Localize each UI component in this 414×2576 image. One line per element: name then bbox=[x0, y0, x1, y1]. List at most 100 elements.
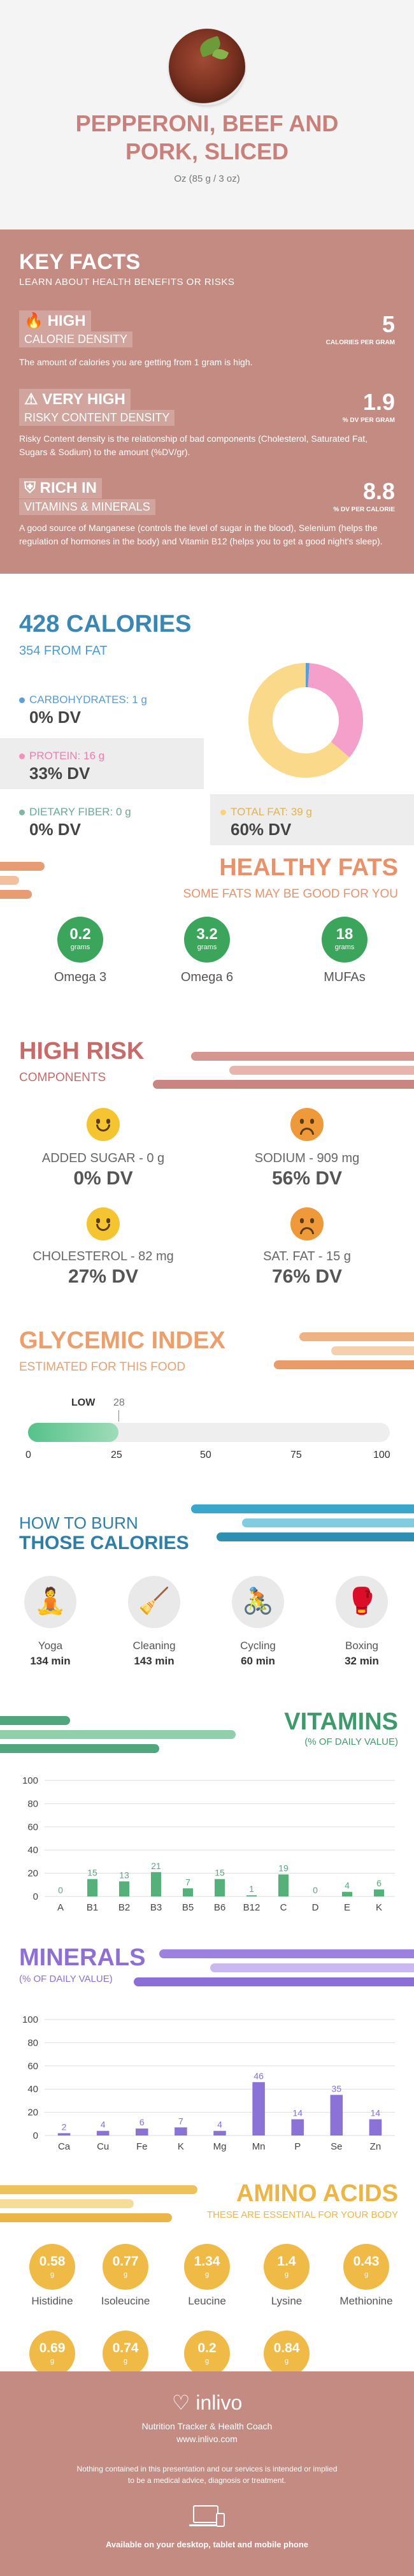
bar-fe bbox=[136, 2128, 148, 2136]
amino-value: 0.84 bbox=[273, 2341, 300, 2355]
gi-tick: 25 bbox=[111, 1450, 122, 1460]
y-tick-label: 60 bbox=[27, 2061, 38, 2072]
risky-content-category: RISKY CONTENT DENSITY bbox=[19, 410, 175, 426]
boxing-label: Boxing bbox=[345, 1640, 378, 1652]
key-facts-section: KEY FACTS LEARN ABOUT HEALTH BENEFITS OR… bbox=[0, 229, 414, 574]
amino-value: 0.74 bbox=[112, 2341, 139, 2355]
sad-face-icon bbox=[290, 1108, 324, 1141]
bar-value-label: 6 bbox=[376, 1878, 382, 1888]
risky-content-unit: % DV PER GRAM bbox=[342, 417, 395, 424]
bar-value-label: 46 bbox=[253, 2070, 264, 2081]
y-tick-label: 0 bbox=[33, 1891, 38, 1902]
decor-stripe bbox=[0, 2199, 134, 2208]
decor-stripe bbox=[0, 876, 19, 885]
decor-stripe bbox=[210, 1963, 414, 1972]
bar-value-label: 2 bbox=[62, 2121, 67, 2132]
brand-logo: ♡ inlivo bbox=[171, 2391, 243, 2414]
risky-content-value: 1.9 bbox=[362, 389, 395, 415]
y-tick-label: 100 bbox=[22, 2014, 38, 2025]
cleaning-label: Cleaning bbox=[132, 1640, 176, 1652]
macro-dv: 0% DV bbox=[29, 708, 81, 727]
y-tick-label: 40 bbox=[27, 2084, 38, 2095]
vitamins-minerals-description: A good source of Manganese (controls the… bbox=[19, 523, 383, 546]
decor-stripe bbox=[0, 862, 45, 871]
calorie-density-value: 5 bbox=[382, 311, 395, 337]
protein-dot bbox=[19, 753, 25, 759]
bar-se bbox=[330, 2095, 343, 2136]
cleaning-minutes: 143 min bbox=[134, 1655, 175, 1667]
amino-circle-histidine: 0.58 g bbox=[29, 2244, 75, 2290]
sat-fat-dv: 76% DV bbox=[271, 1266, 343, 1287]
amino-circle-valine: 0.84 g bbox=[264, 2331, 310, 2376]
macronutrient-donut-chart bbox=[248, 663, 363, 778]
amino-unit: g bbox=[123, 2271, 128, 2278]
cholesterol-label: CHOLESTEROL - 82 mg bbox=[32, 1249, 174, 1263]
high-risk-subtitle: COMPONENTS bbox=[19, 1071, 106, 1084]
amino-unit: g bbox=[204, 2357, 210, 2365]
macro-label: TOTAL FAT: 39 g bbox=[231, 806, 312, 818]
glycemic-marker bbox=[118, 1410, 119, 1422]
x-tick-label: A bbox=[57, 1902, 64, 1913]
carbohydrates-dot bbox=[19, 697, 25, 703]
macro-label: CARBOHYDRATES: 1 g bbox=[29, 694, 147, 706]
gi-tick: 0 bbox=[25, 1450, 31, 1460]
macro-dv: 33% DV bbox=[29, 764, 90, 783]
amino-value: 0.58 bbox=[39, 2254, 66, 2269]
amino-circle-threonine: 0.74 g bbox=[103, 2331, 148, 2376]
decor-stripe bbox=[0, 2213, 172, 2222]
amino-circle-lysine: 1.4 g bbox=[264, 2244, 310, 2290]
donut-slice-carbohydrates bbox=[306, 663, 310, 688]
decor-stripe bbox=[191, 1504, 414, 1513]
footer-url[interactable]: www.inlivo.com bbox=[176, 2434, 238, 2444]
sat-fat-label: SAT. FAT - 15 g bbox=[263, 1249, 351, 1263]
omega6-label: Omega 6 bbox=[180, 970, 234, 984]
cholesterol-dv: 27% DV bbox=[68, 1266, 139, 1287]
sodium-label: SODIUM - 909 mg bbox=[254, 1151, 360, 1165]
decor-stripe bbox=[299, 1332, 414, 1341]
food-image bbox=[169, 29, 245, 105]
bar-b5 bbox=[183, 1888, 193, 1896]
warning-icon: ⚠ bbox=[24, 391, 38, 408]
x-tick-label: Ca bbox=[58, 2141, 71, 2152]
flame-icon: 🔥 bbox=[24, 312, 43, 330]
yoga-icon: 🧘 bbox=[24, 1576, 76, 1628]
cycling-minutes: 60 min bbox=[241, 1655, 275, 1667]
glycemic-subtitle: ESTIMATED FOR THIS FOOD bbox=[19, 1360, 186, 1374]
calorie-density-unit: CALORIES PER GRAM bbox=[325, 339, 395, 346]
amino-value: 0.2 bbox=[197, 2341, 217, 2355]
calorie-density-level: 🔥 HIGH bbox=[19, 310, 91, 331]
x-tick-label: B1 bbox=[87, 1902, 98, 1913]
decor-stripe bbox=[159, 1949, 414, 1958]
x-tick-label: B2 bbox=[118, 1902, 130, 1913]
footer-disclaimer-1: Nothing contained in this presentation a… bbox=[76, 2464, 338, 2473]
footer-disclaimer-2: to be a medical advice, diagnosis or tre… bbox=[127, 2476, 287, 2485]
healthy-fats-subtitle: SOME FATS MAY BE GOOD FOR YOU bbox=[183, 887, 398, 901]
macro-carbohydrates: CARBOHYDRATES: 1 g 0% DV bbox=[13, 682, 204, 733]
gi-tick: 100 bbox=[373, 1450, 390, 1460]
heart-icon: ♡ bbox=[171, 2391, 190, 2414]
fiber-dot bbox=[19, 810, 25, 815]
added-sugar-label: ADDED SUGAR - 0 g bbox=[41, 1151, 165, 1165]
glycemic-value: 28 bbox=[113, 1397, 125, 1408]
healthy-fats-title: HEALTHY FATS bbox=[219, 854, 398, 881]
bar-value-label: 14 bbox=[292, 2108, 303, 2118]
glycemic-title: GLYCEMIC INDEX bbox=[19, 1327, 225, 1354]
glycemic-fill bbox=[28, 1423, 118, 1442]
minerals-bar-chart: 0 20 40 60 80 100 2 Ca 4 Cu 6 Fe 7 K 4 Mg 46 Mn 14 P 35 Se 14 Z… bbox=[22, 2014, 395, 2152]
amino-value: 0.69 bbox=[39, 2341, 66, 2355]
x-tick-label: B6 bbox=[214, 1902, 225, 1913]
bar-value-label: 0 bbox=[58, 1885, 63, 1895]
bar-p bbox=[291, 2119, 304, 2136]
amino-value: 0.77 bbox=[112, 2254, 139, 2269]
amino-circle-tryptophan: 0.2 g bbox=[184, 2331, 230, 2376]
boxing-icon: 🥊 bbox=[336, 1576, 388, 1628]
amino-label: Leucine bbox=[188, 2295, 226, 2307]
gi-tick: 75 bbox=[290, 1450, 302, 1460]
bar-value-label: 13 bbox=[119, 1870, 129, 1880]
x-tick-label: Se bbox=[331, 2141, 342, 2152]
key-facts-subtitle: LEARN ABOUT HEALTH BENEFITS OR RISKS bbox=[19, 277, 235, 287]
footer-tagline: Nutrition Tracker & Health Coach bbox=[141, 2421, 273, 2431]
decor-stripe bbox=[274, 1360, 414, 1369]
calories-from-fat: 354 FROM FAT bbox=[19, 644, 108, 658]
gi-tick: 50 bbox=[200, 1450, 211, 1460]
